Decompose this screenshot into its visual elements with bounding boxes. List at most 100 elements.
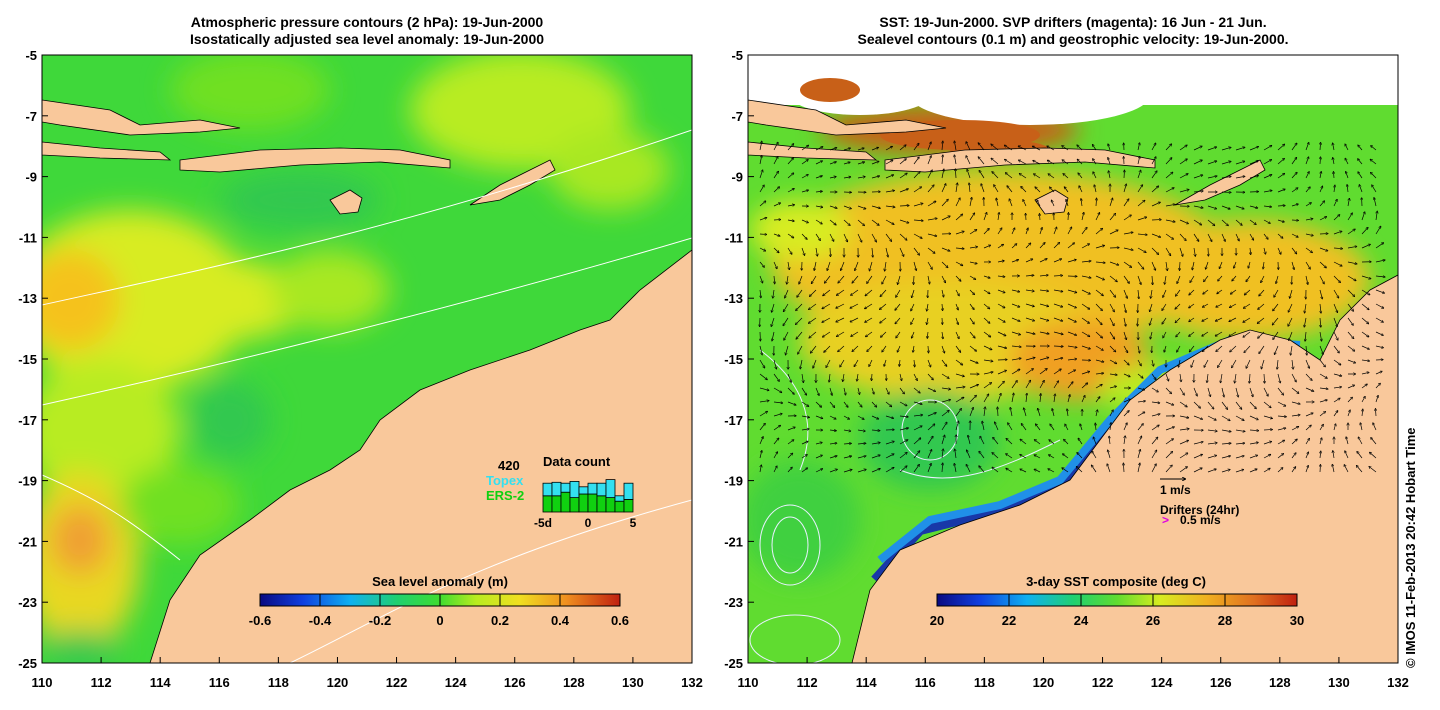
velocity-arrow [983, 394, 989, 403]
velocity-arrow [913, 438, 921, 445]
velocity-arrow [1305, 203, 1311, 207]
velocity-arrow [1291, 204, 1298, 207]
velocity-arrow [1277, 174, 1284, 179]
velocity-arrow [1249, 401, 1256, 409]
velocity-arrow [1077, 145, 1083, 151]
velocity-arrow [1081, 244, 1089, 249]
velocity-arrow [913, 187, 921, 193]
velocity-arrow [991, 144, 999, 151]
velocity-arrow [773, 373, 779, 381]
y-tick-label: -25 [18, 656, 37, 671]
velocity-arrow [1175, 317, 1181, 322]
velocity-arrow [969, 317, 974, 324]
velocity-arrow [1109, 289, 1115, 297]
velocity-arrow [1026, 394, 1027, 403]
velocity-arrow [941, 184, 946, 193]
velocity-arrow [1259, 345, 1265, 353]
velocity-arrow [1305, 413, 1313, 417]
velocity-arrow [1011, 358, 1021, 361]
topex-bar [587, 482, 598, 495]
colorbar-tick-label: 30 [1290, 613, 1304, 628]
velocity-arrow [760, 465, 761, 473]
velocity-arrow [1358, 172, 1363, 179]
velocity-arrow [1165, 387, 1171, 393]
velocity-arrow [1011, 303, 1019, 307]
velocity-arrow [1263, 206, 1271, 207]
velocity-arrow [1095, 331, 1102, 338]
velocity-arrow [1249, 161, 1258, 165]
velocity-arrow [941, 422, 947, 431]
velocity-arrow [1361, 372, 1369, 375]
velocity-arrow [1179, 190, 1189, 193]
velocity-arrow [1207, 469, 1216, 473]
velocity-arrow [1263, 191, 1272, 193]
velocity-arrow [1221, 456, 1230, 459]
velocity-arrow [1081, 371, 1089, 375]
velocity-arrow [1221, 429, 1231, 432]
velocity-arrow [1346, 172, 1349, 179]
velocity-arrow [1179, 387, 1184, 395]
velocity-arrow [1109, 317, 1114, 326]
velocity-arrow [1025, 380, 1030, 389]
velocity-arrow [1137, 247, 1146, 252]
velocity-arrow [1166, 261, 1167, 270]
x-tick-label: 118 [974, 675, 995, 690]
velocity-arrow [1375, 383, 1380, 389]
velocity-arrow [1179, 233, 1186, 240]
velocity-arrow [857, 219, 864, 226]
velocity-arrow [800, 359, 803, 369]
velocity-arrow [801, 160, 808, 165]
velocity-arrow [1288, 303, 1293, 312]
velocity-arrow [1235, 219, 1242, 225]
velocity-arrow [899, 159, 906, 165]
velocity-arrow [1194, 247, 1195, 256]
velocity-arrow [1095, 303, 1102, 310]
velocity-arrow [1025, 290, 1034, 291]
velocity-arrow [896, 331, 901, 338]
velocity-arrow [1261, 359, 1265, 369]
velocity-arrow [942, 449, 943, 459]
velocity-arrow [1347, 359, 1355, 363]
velocity-arrow [1108, 158, 1111, 165]
velocity-arrow [1151, 450, 1157, 459]
x-tick-label: 120 [327, 675, 349, 690]
velocity-arrow [882, 275, 887, 284]
velocity-arrow [1165, 401, 1173, 405]
velocity-arrow [1360, 423, 1363, 431]
velocity-arrow [955, 248, 964, 249]
velocity-arrow [1232, 275, 1237, 281]
velocity-arrow [1306, 345, 1307, 355]
velocity-arrow [1054, 394, 1055, 403]
velocity-arrow [1165, 204, 1175, 207]
velocity-arrow [1291, 387, 1299, 393]
velocity-arrow [1263, 261, 1264, 269]
velocity-arrow [1319, 412, 1325, 417]
drifter-speed-label: 0.5 m/s [1180, 513, 1221, 527]
velocity-arrow [829, 148, 837, 151]
velocity-arrow [1305, 261, 1310, 269]
velocity-arrow [1246, 275, 1251, 281]
velocity-arrow [1081, 345, 1090, 349]
velocity-arrow [1216, 303, 1223, 307]
velocity-arrow [1243, 317, 1251, 322]
y-tick-label: -7 [731, 109, 743, 124]
left-java-island [42, 141, 172, 161]
velocity-arrow [1263, 146, 1272, 151]
velocity-arrow [1095, 289, 1103, 296]
velocity-arrow [984, 407, 985, 417]
velocity-arrow [1020, 455, 1027, 459]
velocity-arrow [815, 161, 822, 165]
velocity-arrow [1048, 469, 1055, 473]
velocity-arrow [941, 289, 944, 297]
ers2-bar [596, 495, 607, 513]
velocity-arrow [773, 247, 779, 253]
velocity-arrow [1189, 303, 1195, 308]
velocity-arrow [1291, 233, 1298, 237]
velocity-arrow [1277, 359, 1278, 369]
velocity-arrow [913, 401, 922, 404]
velocity-arrow [1202, 317, 1209, 321]
velocity-arrow [1049, 455, 1055, 459]
velocity-arrow [865, 317, 873, 322]
velocity-arrow [1151, 186, 1158, 193]
velocity-arrow [1347, 345, 1354, 351]
